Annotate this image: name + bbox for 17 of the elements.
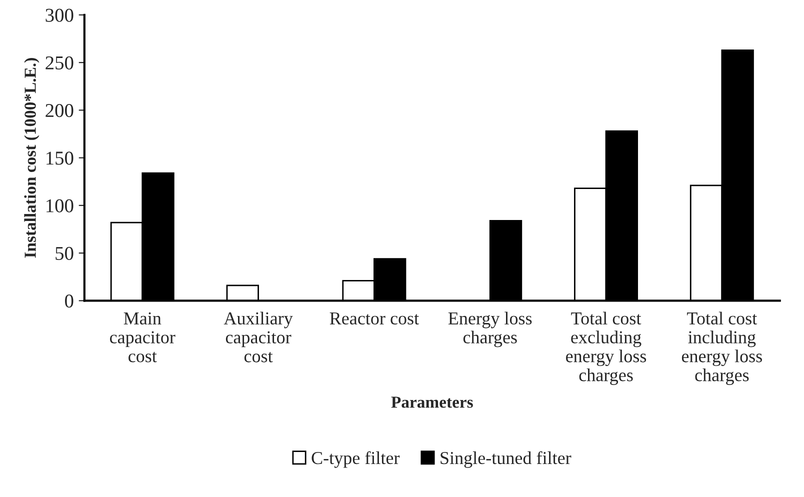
- x-tick-label: Total cost including energy loss charges: [682, 312, 762, 385]
- y-tick-label: 50: [56, 246, 74, 260]
- x-tick-label: Auxiliary capacitor cost: [224, 312, 293, 362]
- y-axis-title: Installation cost (1000*L.E.): [24, 58, 40, 258]
- y-tick-label: 200: [46, 104, 74, 118]
- y-tick-label: 0: [65, 294, 74, 308]
- legend-label: Single-tuned filter: [440, 451, 572, 468]
- legend-label: C-type filter: [312, 451, 400, 468]
- x-tick-label: Reactor cost: [330, 312, 419, 325]
- x-tick-label: Main capacitor cost: [110, 312, 176, 362]
- x-axis-title: Parameters: [391, 396, 473, 408]
- y-tick-label: 300: [46, 8, 74, 22]
- y-tick-label: 100: [46, 199, 74, 212]
- y-tick-label: 250: [46, 56, 74, 70]
- x-tick-label: Total cost excluding energy loss charges: [566, 312, 646, 385]
- y-tick-label: 150: [46, 152, 74, 165]
- x-tick-label: Energy loss charges: [448, 312, 532, 348]
